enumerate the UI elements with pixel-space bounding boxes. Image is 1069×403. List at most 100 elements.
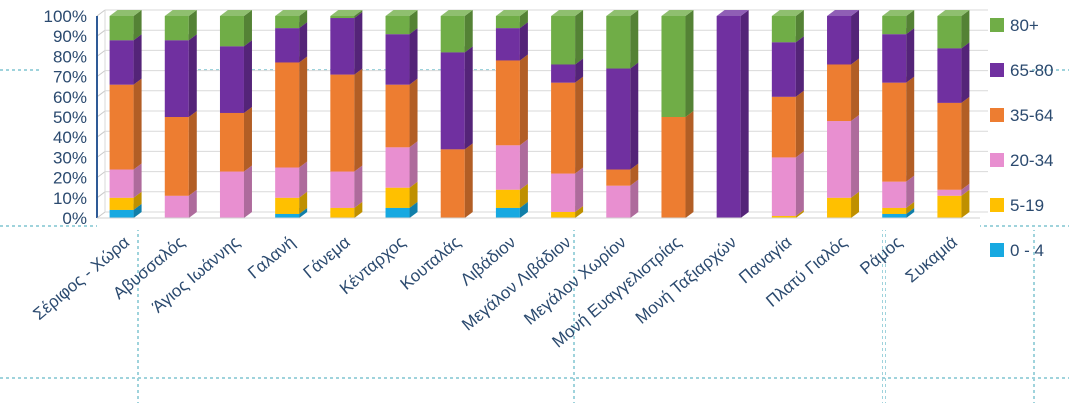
legend-swatch xyxy=(990,108,1004,122)
y-tick-label: 80% xyxy=(53,47,87,66)
bar-segment xyxy=(771,90,804,158)
grid-line-side xyxy=(96,211,106,219)
bar-segment xyxy=(771,151,804,216)
bar-segment xyxy=(385,141,418,188)
bar-segment xyxy=(219,106,252,172)
dotted-guide-h xyxy=(0,67,40,71)
x-tick-label: Ράμος xyxy=(856,233,905,279)
y-tick-label: 0% xyxy=(62,209,87,228)
dotted-guide-h xyxy=(0,376,1069,380)
legend-swatch xyxy=(990,153,1004,167)
bar-segment xyxy=(937,42,970,103)
chart-bars xyxy=(109,10,970,218)
y-tick-label: 70% xyxy=(53,68,87,87)
x-tick-label: Γαλανή xyxy=(244,233,299,283)
y-tick-label: 60% xyxy=(53,88,87,107)
y-tick-label: 10% xyxy=(53,189,87,208)
y-tick-label: 90% xyxy=(53,27,87,46)
bar-segment xyxy=(551,167,584,212)
dotted-guide-v xyxy=(882,230,886,403)
bar-segment xyxy=(385,78,418,148)
x-tick-label: Μονή Ταξιαρχών xyxy=(632,233,740,328)
bar-segment xyxy=(330,68,363,172)
grid-line-side xyxy=(96,9,106,17)
legend-swatch xyxy=(990,198,1004,212)
bar-segment xyxy=(771,36,804,97)
y-axis: 0%10%20% 30%40%50%60%70% 80%90%100% xyxy=(44,7,98,228)
bar-segment xyxy=(219,10,252,47)
dotted-guide-h xyxy=(980,225,1069,229)
legend-label: 65-80 xyxy=(1010,61,1053,80)
legend-item: 35-64 xyxy=(990,106,1053,125)
bar-segment xyxy=(882,10,915,35)
bar-segment xyxy=(882,76,915,182)
bar-segment xyxy=(440,46,473,150)
y-tick-label: 50% xyxy=(53,108,87,127)
bar-segment xyxy=(219,165,252,218)
legend-label: 0 - 4 xyxy=(1010,241,1044,260)
x-tick-label: Κουταλάς xyxy=(397,233,465,294)
legend-item: 0 - 4 xyxy=(990,241,1044,260)
bar-segment xyxy=(164,111,197,196)
legend-swatch xyxy=(990,63,1004,77)
bar-segment xyxy=(661,111,694,218)
bar-segment xyxy=(109,34,142,85)
grid-line-side xyxy=(96,150,106,158)
dotted-guide-v xyxy=(1031,230,1035,403)
legend-swatch xyxy=(990,18,1004,32)
bar-segment xyxy=(551,10,584,65)
legend-label: 5-19 xyxy=(1010,196,1044,215)
bar-segment xyxy=(109,10,142,41)
legend-item: 5-19 xyxy=(990,196,1044,215)
bar-segment xyxy=(937,96,970,190)
bar-segment xyxy=(937,10,970,49)
grid-line-side xyxy=(96,130,106,138)
legend-item: 65-80 xyxy=(990,61,1053,80)
bar-segment xyxy=(495,139,528,190)
dotted-guide-h xyxy=(0,225,97,229)
bar-segment xyxy=(385,28,418,85)
bar-segment xyxy=(606,62,639,170)
x-tick-label: Σέριφος - Χώρα xyxy=(29,232,133,323)
bar-segment xyxy=(330,165,363,208)
bar-segment xyxy=(440,10,473,53)
bar-segment xyxy=(661,10,694,117)
chart-legend: 80+ 65-80 35-64 20-34 5-19 0 - 4 xyxy=(990,16,1053,260)
bar-segment xyxy=(330,12,363,75)
grid-line-side xyxy=(96,50,106,57)
legend-label: 80+ xyxy=(1010,16,1039,35)
bar-segment xyxy=(219,40,252,113)
bar-segment xyxy=(495,22,528,61)
y-tick-label: 40% xyxy=(53,128,87,147)
grid-line-side xyxy=(96,70,106,77)
x-tick-label: Συκαμιά xyxy=(902,232,961,286)
bar-segment xyxy=(827,115,860,198)
legend-label: 35-64 xyxy=(1010,106,1053,125)
bar-segment xyxy=(771,10,804,43)
bar-segment xyxy=(551,76,584,174)
bar-segment xyxy=(716,10,749,218)
bar-segment xyxy=(275,10,308,29)
dotted-guide-h xyxy=(1030,67,1069,71)
legend-swatch xyxy=(990,243,1004,257)
bar-segment xyxy=(440,143,473,218)
grid-line-side xyxy=(96,171,106,179)
grid-line-side xyxy=(96,191,106,199)
bar-segment xyxy=(606,10,639,69)
bar-segment xyxy=(385,10,418,35)
grid-line-side xyxy=(96,110,106,118)
bar-segment xyxy=(882,28,915,83)
dotted-guide-v xyxy=(137,230,141,403)
grid-line-side xyxy=(96,90,106,98)
bar-segment xyxy=(109,78,142,170)
legend-label: 20-34 xyxy=(1010,151,1053,170)
bar-segment xyxy=(495,10,528,29)
bar-segment xyxy=(164,10,197,41)
y-tick-label: 30% xyxy=(53,148,87,167)
y-tick-label: 20% xyxy=(53,169,87,188)
bar-segment xyxy=(330,10,363,19)
bar-segment xyxy=(827,58,860,122)
bar-segment xyxy=(164,34,197,117)
legend-item: 20-34 xyxy=(990,151,1053,170)
